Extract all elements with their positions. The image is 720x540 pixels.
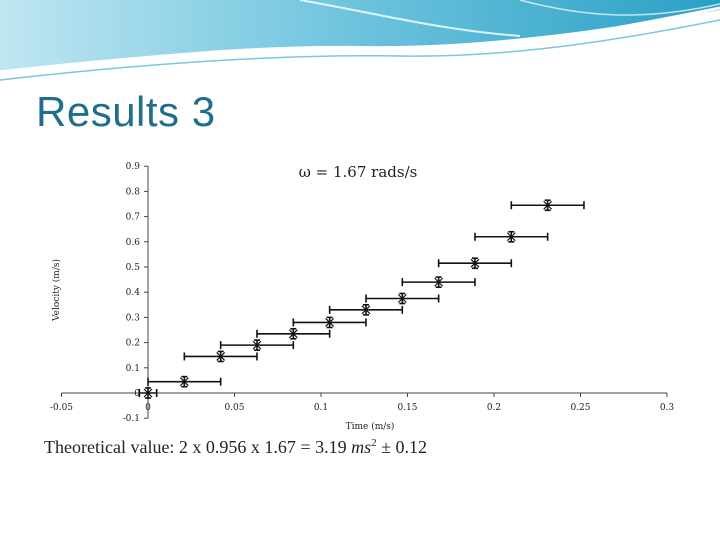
slide-title: Results 3 [36,88,216,135]
x-tick-label: 0.3 [660,403,675,413]
data-point-marker [434,277,444,287]
data-point-marker [470,258,480,268]
x-axis-label: Time (m/s) [346,421,395,432]
y-tick-label: -0.1 [123,414,140,424]
x-tick-label: 0.1 [314,403,328,413]
chart-ticks: -0.05 0 0.05 0.1 0.15 0.2 0.25 0.3 -0.1 0 0.1 0.2 0.… [50,162,674,424]
data-point-marker [252,340,262,350]
theoretical-value-caption: Theoretical value: 2 x 0.956 x 1.67 = 3.… [44,437,427,458]
y-tick-label: 0 [134,389,140,399]
data-point-marker [325,318,335,327]
data-point-marker [216,352,226,361]
y-tick-label: 0.7 [126,213,141,223]
data-point-marker [506,232,516,242]
caption-suffix: ± 0.12 [376,437,427,457]
x-tick-label: 0.15 [397,403,417,413]
y-tick-label: 0.3 [126,313,141,323]
chart-axes [61,166,667,419]
y-axis-label: Velocity (m/s) [51,259,62,322]
x-tick-label: 0 [145,403,151,413]
caption-exponent: 2 [371,437,377,449]
y-tick-label: 0.1 [126,364,140,374]
chart-title: ω = 1.67 rads/s [299,163,418,181]
y-tick-label: 0.2 [126,339,140,349]
data-point-marker [179,377,189,387]
data-point-marker [361,305,371,315]
x-tick-label: 0.25 [570,403,590,413]
y-tick-label: 0.5 [126,263,141,273]
caption-prefix: Theoretical value: 2 x 0.956 x 1.67 = 3.… [44,437,352,457]
chart-points [138,199,585,399]
x-tick-label: 0.2 [487,403,501,413]
y-tick-label: 0.9 [126,162,141,172]
x-tick-label: -0.05 [50,403,73,413]
data-point-marker [288,329,298,339]
y-tick-label: 0.4 [126,288,141,298]
data-point-marker [397,294,407,303]
y-tick-label: 0.8 [126,187,141,197]
y-tick-label: 0.6 [126,238,141,248]
caption-unit: ms [351,437,372,457]
header-banner [0,0,720,81]
data-point-marker [543,200,553,210]
x-tick-label: 0.05 [224,403,244,413]
data-point-marker [143,388,153,398]
